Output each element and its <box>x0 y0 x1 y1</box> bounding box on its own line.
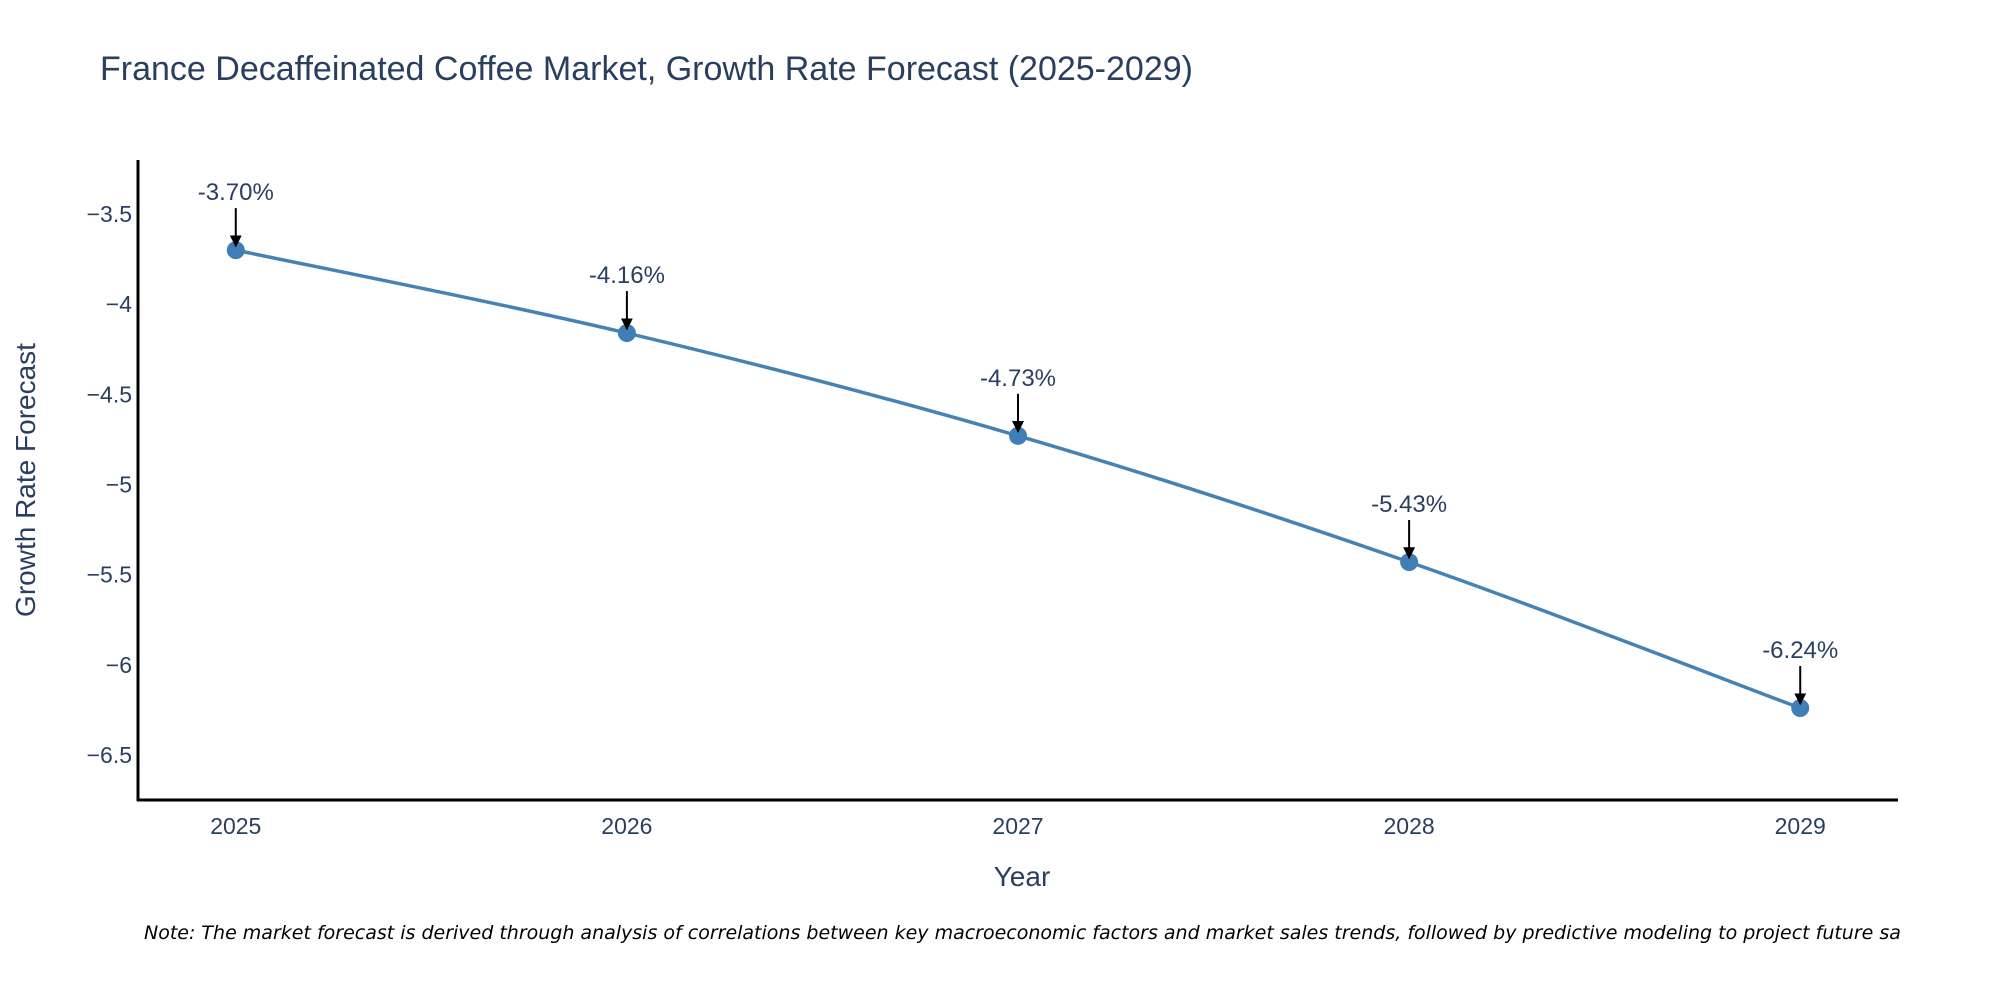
x-tick-label: 2028 <box>1384 813 1435 839</box>
y-tick-label: −4 <box>106 291 132 317</box>
data-annotations: -3.70% -4.16% -4.73% -5.43% -6.24% <box>198 179 1838 706</box>
x-tick-label: 2029 <box>1775 813 1826 839</box>
y-tick-label: −6 <box>106 652 132 678</box>
y-tick-label: −3.5 <box>87 201 132 227</box>
series-line <box>235 248 1801 710</box>
data-label: -5.43% <box>1371 491 1447 518</box>
x-tick-label: 2025 <box>210 813 261 839</box>
chart-title: France Decaffeinated Coffee Market, Grow… <box>100 50 1193 88</box>
y-axis-title: Growth Rate Forecast <box>10 343 41 617</box>
y-tick-label: −4.5 <box>87 381 132 407</box>
x-tick-label: 2027 <box>992 813 1043 839</box>
data-label: -4.16% <box>589 262 665 289</box>
data-label: -6.24% <box>1762 637 1838 664</box>
footnote: Note: The market forecast is derived thr… <box>144 922 1901 944</box>
data-label: -4.73% <box>980 365 1056 392</box>
x-tick-label: 2026 <box>601 813 652 839</box>
y-axis-ticks: −3.5 −4 −4.5 −5 −5.5 −6 −6.5 <box>87 201 133 768</box>
y-tick-label: −5.5 <box>87 562 132 588</box>
x-axis-title: Year <box>994 861 1051 892</box>
y-tick-label: −6.5 <box>87 742 132 768</box>
x-axis-ticks: 2025 2026 2027 2028 2029 <box>210 813 1826 839</box>
y-tick-label: −5 <box>106 472 132 498</box>
data-label: -3.70% <box>198 179 274 206</box>
data-markers <box>226 241 1810 718</box>
